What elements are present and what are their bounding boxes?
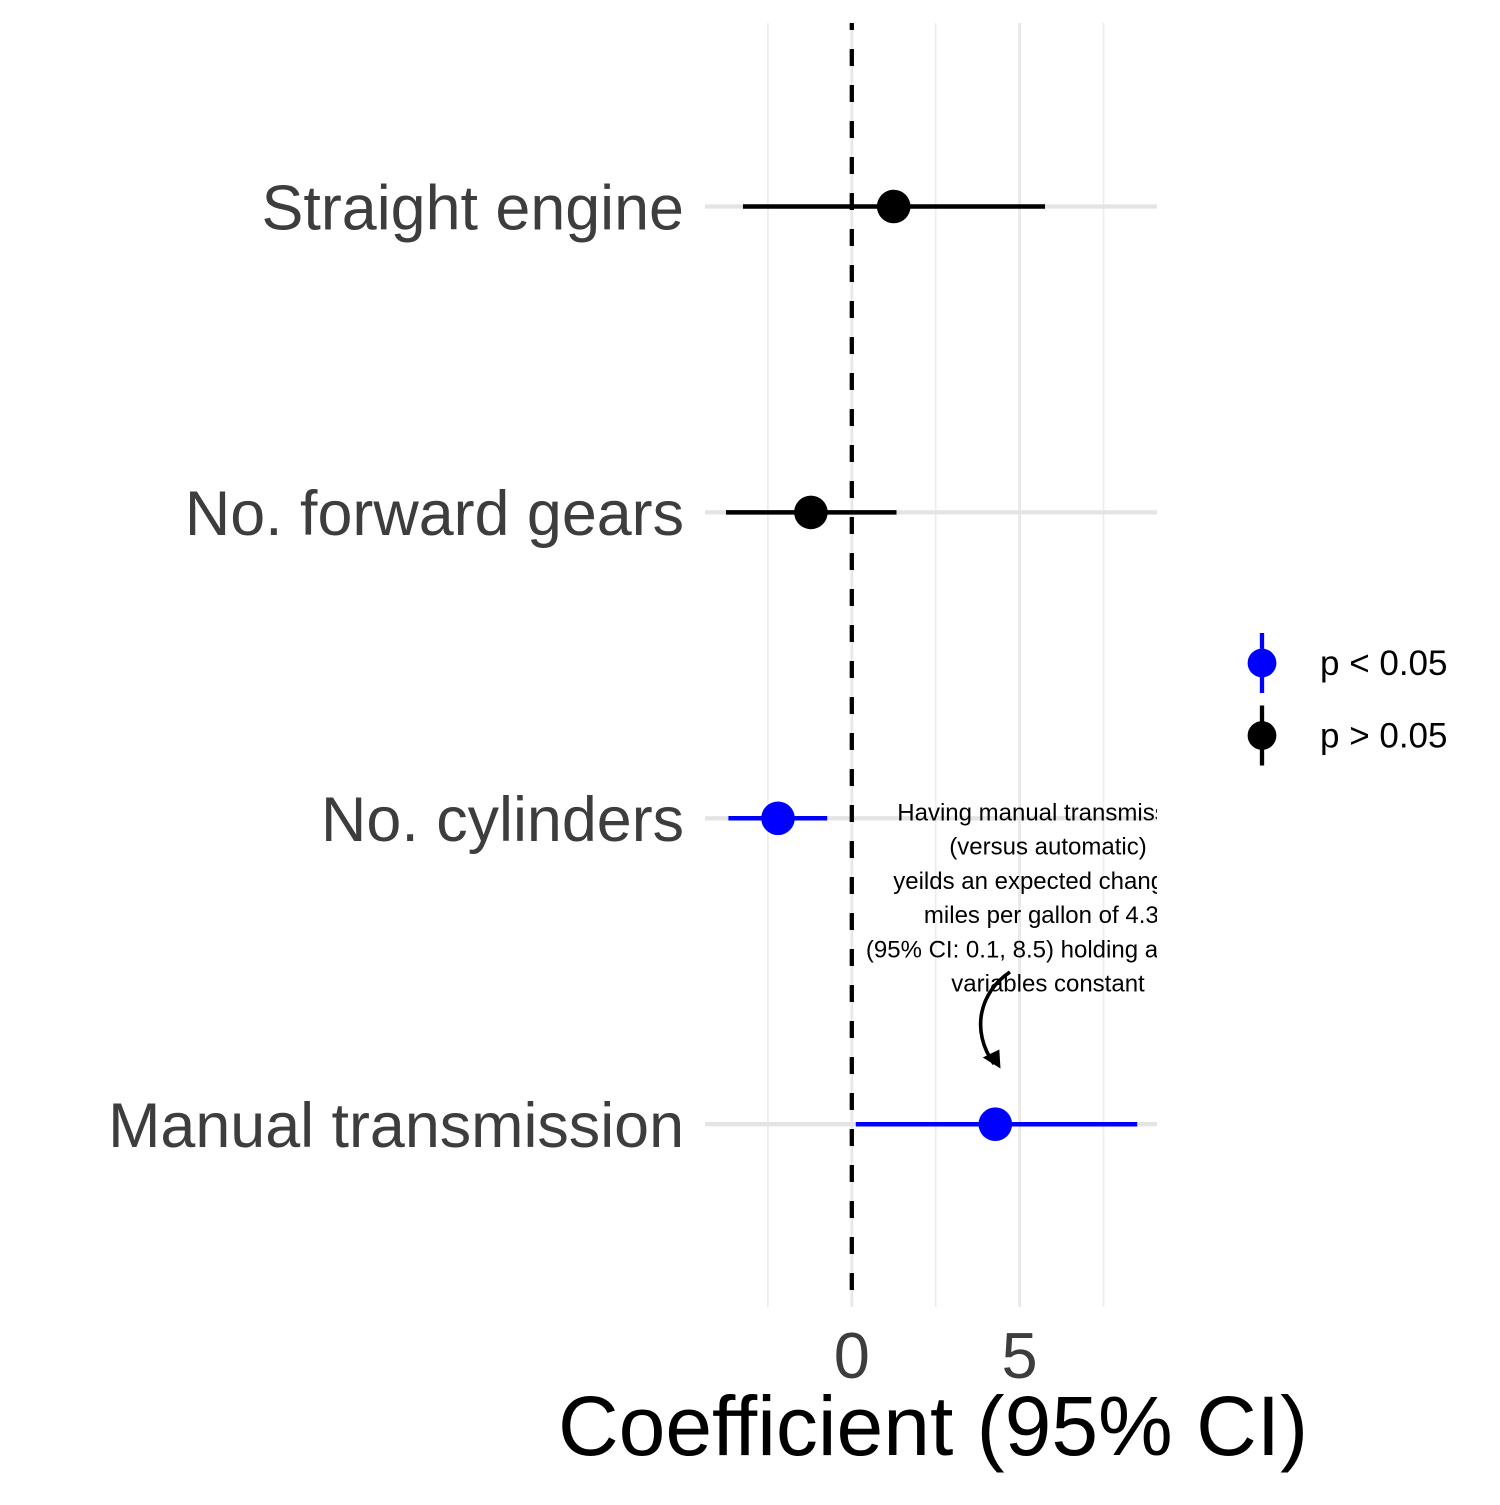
svg-text:No. cylinders: No. cylinders [321, 785, 684, 855]
svg-text:Straight engine: Straight engine [262, 173, 684, 243]
svg-text:(95% CI: 0.1, 8.5) holding all: (95% CI: 0.1, 8.5) holding all other [866, 936, 1230, 963]
svg-text:Having manual transmission: Having manual transmission [897, 800, 1198, 827]
svg-text:0: 0 [834, 1319, 870, 1392]
svg-text:Coefficient (95% CI): Coefficient (95% CI) [558, 1379, 1308, 1473]
svg-text:miles per gallon of 4.32: miles per gallon of 4.32 [924, 902, 1172, 929]
svg-text:variables constant: variables constant [951, 971, 1145, 998]
svg-text:5: 5 [1002, 1319, 1038, 1392]
svg-text:yeilds an expected change in: yeilds an expected change in [893, 868, 1203, 895]
svg-text:p > 0.05: p > 0.05 [1320, 717, 1447, 756]
svg-text:(versus automatic): (versus automatic) [949, 834, 1146, 861]
svg-text:Manual transmission: Manual transmission [108, 1091, 684, 1161]
svg-text:No. forward gears: No. forward gears [185, 479, 684, 549]
svg-text:p < 0.05: p < 0.05 [1320, 644, 1447, 683]
